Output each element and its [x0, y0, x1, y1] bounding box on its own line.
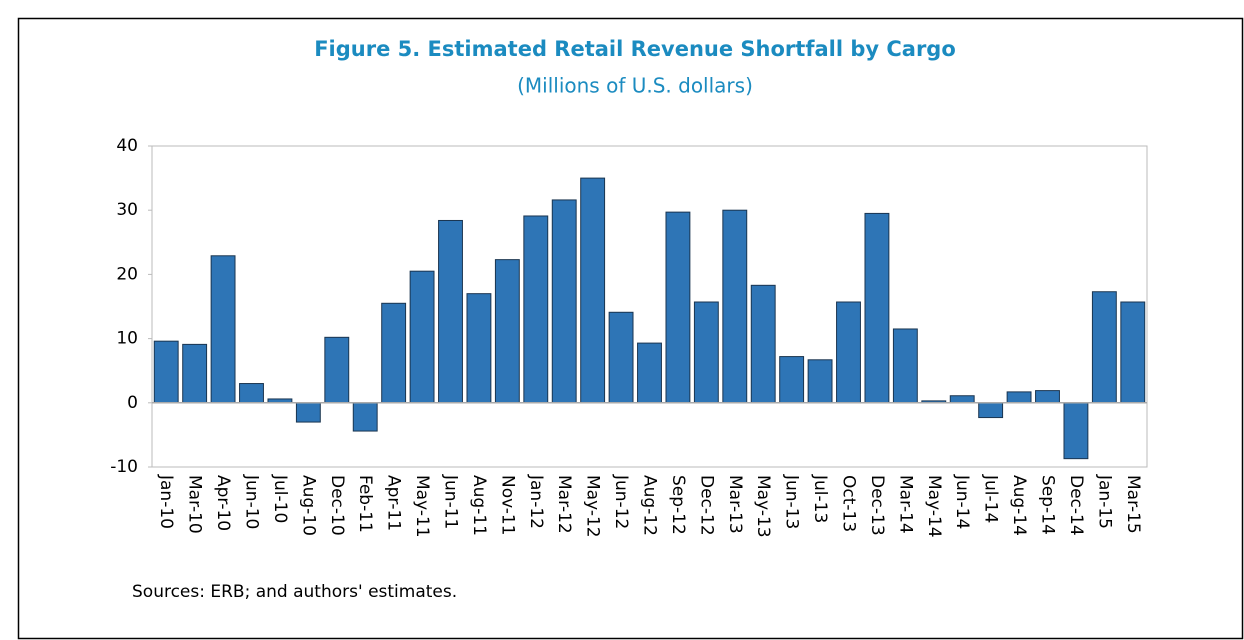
- bar: [1063, 402, 1089, 460]
- bar: [1035, 390, 1060, 404]
- bar: [466, 293, 492, 404]
- x-tick-label: Jul-14: [981, 474, 1001, 523]
- source-note: Sources: ERB; and authors' estimates.: [132, 582, 457, 602]
- x-tick-label: Jul-13: [810, 474, 830, 523]
- y-tick-label: 40: [116, 136, 138, 156]
- bar: [750, 284, 776, 404]
- x-tick-label: Dec-10: [327, 475, 347, 536]
- y-tick-label: 20: [116, 264, 138, 284]
- bar: [381, 302, 407, 404]
- x-tick-label: Jun-14: [952, 474, 972, 529]
- bar: [210, 255, 236, 404]
- x-tick-label: May-11: [412, 475, 432, 538]
- bar: [324, 336, 350, 404]
- bar: [580, 177, 606, 404]
- y-tick-label: -10: [110, 457, 138, 477]
- bar: [409, 270, 435, 404]
- x-tick-label: Mar-10: [185, 475, 205, 534]
- x-tick-label: May-12: [583, 475, 603, 538]
- x-tick-label: Aug-12: [640, 475, 660, 536]
- bar: [551, 199, 577, 404]
- x-tick-label: Jul-10: [270, 474, 290, 523]
- x-tick-label: Apr-10: [213, 475, 233, 531]
- x-tick-label: Sep-14: [1038, 475, 1058, 535]
- x-tick-label: Aug-11: [469, 475, 489, 536]
- x-tick-label: May-13: [753, 475, 773, 538]
- bar: [637, 342, 662, 404]
- x-tick-label: Jan-15: [1094, 474, 1114, 529]
- bar: [693, 301, 719, 404]
- bar: [182, 343, 208, 404]
- x-tick-label: Jun-12: [611, 474, 631, 529]
- x-tick-label: Oct-13: [839, 475, 859, 532]
- bar: [978, 402, 1004, 419]
- bar: [494, 259, 520, 404]
- x-tick-label: Dec-12: [696, 475, 716, 536]
- x-tick-label: Jan-12: [526, 474, 546, 529]
- bar: [949, 395, 975, 404]
- bar: [523, 215, 549, 404]
- x-tick-label: Sep-12: [668, 475, 688, 535]
- bar: [892, 328, 918, 404]
- x-tick-label: Jan-10: [156, 474, 176, 529]
- bar: [1006, 391, 1032, 404]
- x-tick-label: Aug-10: [298, 475, 318, 536]
- y-tick-label: 10: [116, 329, 138, 349]
- x-tick-label: May-14: [924, 475, 944, 538]
- y-tick-label: 0: [127, 393, 138, 413]
- x-tick-label: Dec-14: [1066, 475, 1086, 536]
- bar: [608, 311, 634, 404]
- x-tick-label: Mar-15: [1123, 475, 1143, 534]
- x-tick-label: Apr-11: [384, 475, 404, 531]
- x-tick-label: Dec-13: [867, 475, 887, 536]
- bar: [295, 402, 321, 423]
- x-tick-label: Jun-10: [242, 474, 262, 529]
- frame: [17, 17, 1244, 640]
- x-tick-label: Jun-13: [782, 474, 802, 529]
- bar: [864, 212, 890, 404]
- y-tick-label: 30: [116, 200, 138, 220]
- bar: [722, 209, 748, 404]
- x-tick-label: Mar-14: [895, 475, 915, 534]
- x-tick-label: Nov-11: [497, 475, 517, 536]
- bar: [1091, 291, 1117, 404]
- bar: [153, 340, 179, 404]
- bar: [1120, 301, 1146, 404]
- x-tick-label: Mar-13: [725, 475, 745, 534]
- bar: [665, 211, 691, 404]
- bar: [807, 359, 833, 404]
- plot-frame: [151, 145, 1148, 468]
- chart-title: Figure 5. Estimated Retail Revenue Short…: [314, 37, 956, 61]
- bar: [779, 356, 805, 404]
- x-tick-label: Mar-12: [554, 475, 574, 534]
- x-tick-label: Feb-11: [355, 475, 375, 533]
- x-tick-label: Jun-11: [441, 474, 461, 529]
- bar: [352, 402, 378, 432]
- chart-subtitle: (Millions of U.S. dollars): [517, 74, 753, 98]
- bar: [438, 219, 463, 404]
- x-tick-label: Aug-14: [1009, 475, 1029, 536]
- bar: [836, 301, 861, 404]
- bar: [239, 383, 264, 404]
